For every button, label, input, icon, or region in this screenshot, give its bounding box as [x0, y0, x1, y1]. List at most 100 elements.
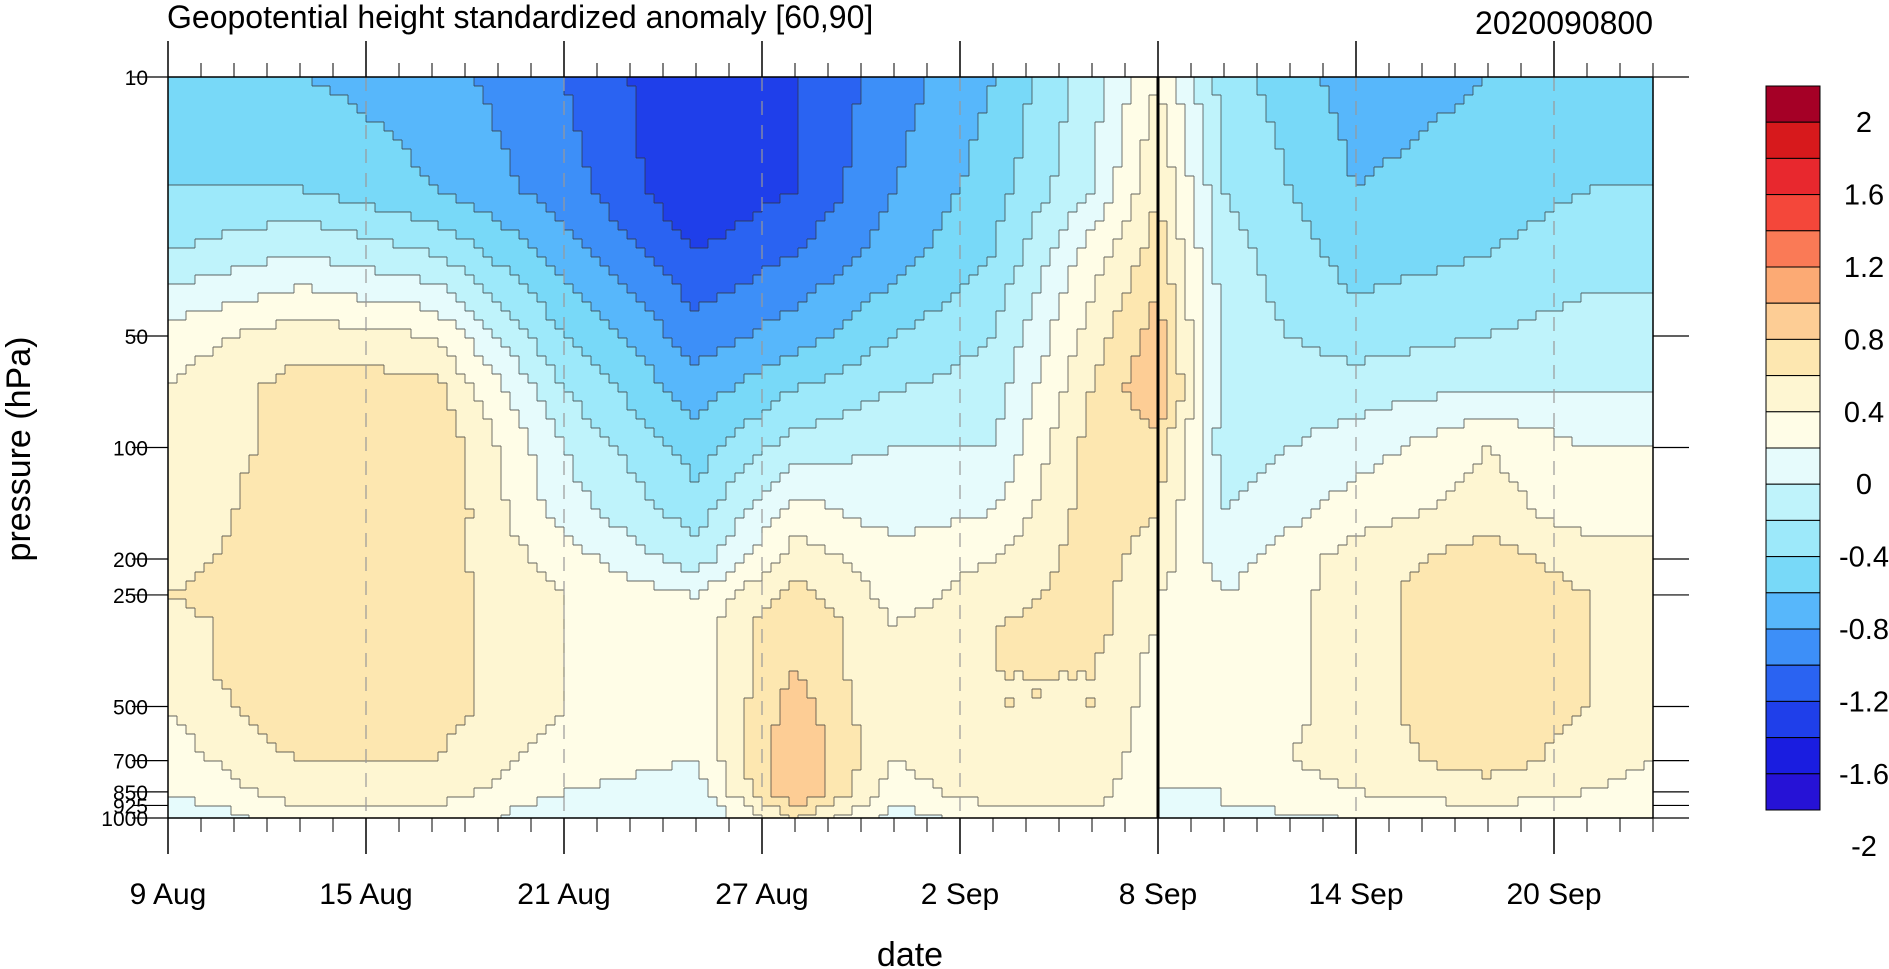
contour-cell — [312, 140, 322, 150]
contour-cell — [1059, 104, 1069, 114]
contour-cell — [483, 113, 493, 123]
contour-cell — [258, 257, 268, 267]
contour-cell — [1104, 338, 1114, 348]
contour-cell — [1032, 320, 1042, 330]
contour-cell — [681, 320, 691, 330]
contour-cell — [231, 95, 241, 105]
contour-cell — [627, 248, 637, 258]
contour-cell — [1590, 248, 1600, 258]
contour-cell — [510, 140, 520, 150]
contour-cell — [1230, 140, 1240, 150]
contour-cell — [582, 347, 592, 357]
contour-cell — [1302, 302, 1312, 312]
contour-cell — [1284, 149, 1294, 159]
contour-cell — [1635, 329, 1645, 339]
contour-cell — [1599, 293, 1609, 303]
contour-cell — [1482, 104, 1492, 114]
contour-cell — [564, 329, 574, 339]
contour-cell — [483, 158, 493, 168]
contour-cell — [447, 149, 457, 159]
contour-cell — [555, 185, 565, 195]
contour-cell — [1491, 248, 1501, 258]
contour-cell — [951, 194, 961, 204]
contour-cell — [1401, 176, 1411, 186]
contour-cell — [1167, 338, 1177, 348]
contour-cell — [852, 293, 862, 303]
contour-cell — [519, 158, 529, 168]
contour-cell — [384, 338, 394, 348]
contour-cell — [1554, 167, 1564, 177]
contour-cell — [420, 257, 430, 267]
contour-cell — [213, 320, 223, 330]
contour-cell — [1149, 239, 1159, 249]
contour-cell — [204, 275, 214, 285]
contour-cell — [1536, 140, 1546, 150]
contour-cell — [1194, 284, 1204, 294]
contour-cell — [573, 221, 583, 231]
contour-cell — [825, 257, 835, 267]
contour-cell — [456, 293, 466, 303]
contour-cell — [1023, 311, 1033, 321]
contour-cell — [402, 167, 412, 177]
contour-cell — [492, 194, 502, 204]
contour-cell — [861, 338, 871, 348]
contour-cell — [762, 338, 772, 348]
contour-cell — [339, 266, 349, 276]
contour-cell — [1491, 167, 1501, 177]
contour-cell — [825, 86, 835, 96]
contour-cell — [267, 275, 277, 285]
contour-cell — [1329, 302, 1339, 312]
contour-cell — [1248, 131, 1258, 141]
contour-cell — [1293, 284, 1303, 294]
contour-cell — [942, 212, 952, 222]
contour-cell — [1293, 212, 1303, 222]
contour-cell — [1068, 311, 1078, 321]
contour-cell — [555, 275, 565, 285]
contour-cell — [546, 338, 556, 348]
contour-cell — [1392, 140, 1402, 150]
contour-cell — [1572, 338, 1582, 348]
contour-cell — [843, 194, 853, 204]
contour-cell — [294, 212, 304, 222]
contour-cell — [186, 221, 196, 231]
contour-cell — [789, 257, 799, 267]
contour-cell — [996, 104, 1006, 114]
contour-cell — [987, 158, 997, 168]
contour-cell — [1302, 167, 1312, 177]
contour-cell — [420, 239, 430, 249]
contour-cell — [591, 275, 601, 285]
contour-cell — [654, 185, 664, 195]
contour-cell — [267, 140, 277, 150]
contour-cell — [1293, 194, 1303, 204]
contour-cell — [1266, 302, 1276, 312]
contour-cell — [798, 338, 808, 348]
contour-cell — [735, 158, 745, 168]
contour-cell — [1491, 86, 1501, 96]
contour-cell — [555, 104, 565, 114]
contour-cell — [1005, 77, 1015, 87]
contour-cell — [222, 95, 232, 105]
contour-cell — [807, 230, 817, 240]
contour-cell — [465, 203, 475, 213]
contour-cell — [1248, 185, 1258, 195]
contour-cell — [753, 239, 763, 249]
contour-cell — [285, 293, 295, 303]
contour-cell — [870, 185, 880, 195]
contour-cell — [1293, 320, 1303, 330]
contour-cell — [1194, 158, 1204, 168]
contour-cell — [213, 167, 223, 177]
contour-cell — [1599, 86, 1609, 96]
contour-cell — [1482, 311, 1492, 321]
contour-cell — [780, 293, 790, 303]
contour-cell — [1410, 113, 1420, 123]
contour-cell — [942, 248, 952, 258]
contour-cell — [231, 176, 241, 186]
contour-cell — [285, 302, 295, 312]
contour-cell — [1527, 284, 1537, 294]
contour-cell — [1500, 275, 1510, 285]
contour-cell — [1419, 239, 1429, 249]
contour-cell — [1347, 311, 1357, 321]
contour-cell — [303, 311, 313, 321]
contour-cell — [780, 140, 790, 150]
contour-cell — [1338, 131, 1348, 141]
